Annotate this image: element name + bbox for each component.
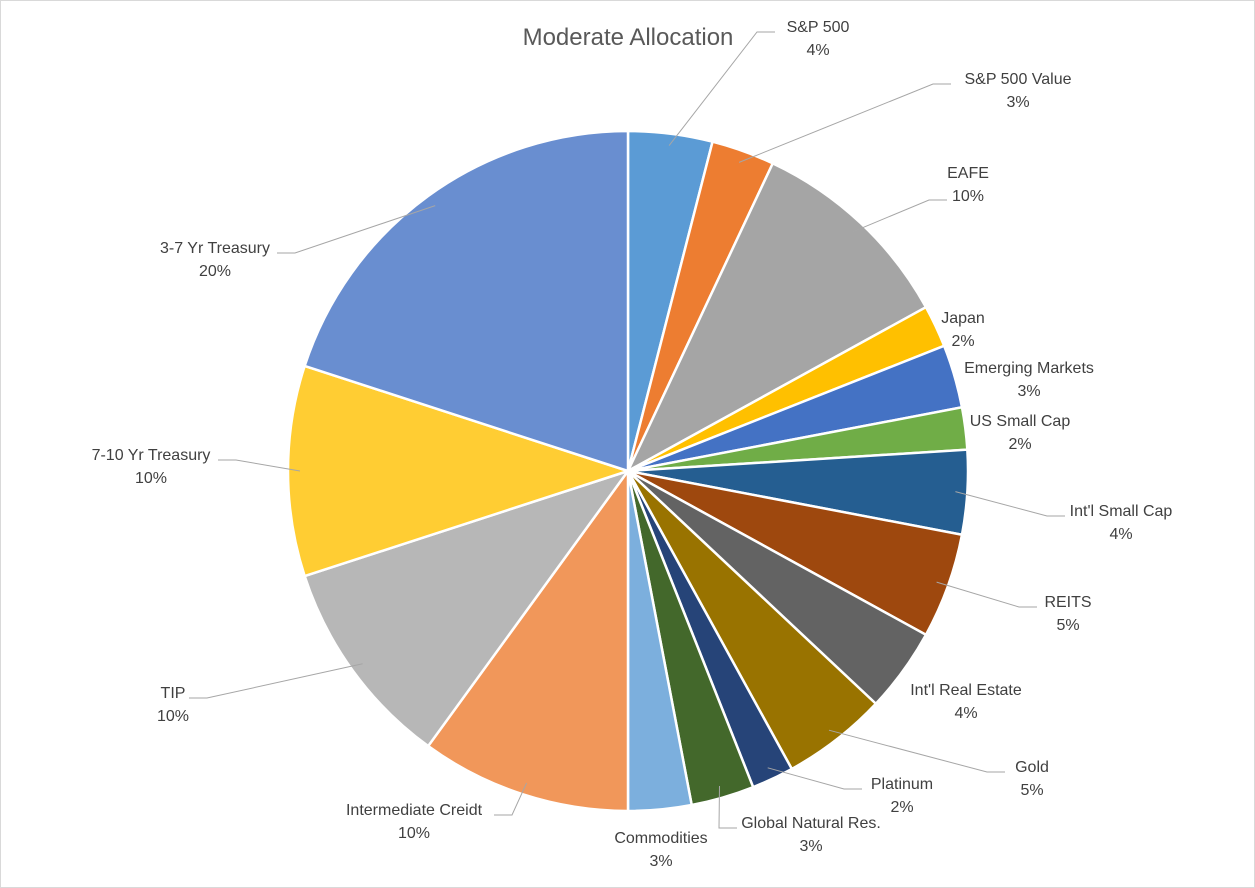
slice-name-label: REITS	[1044, 594, 1091, 611]
slice-name-label: Japan	[941, 310, 985, 327]
slice-name-label: Gold	[1015, 759, 1049, 776]
pie-slice-eafe	[625, 161, 928, 474]
slice-name-label: S&P 500	[787, 19, 850, 36]
data-labels: S&P 500 4% S&P 500 Value 3% EAFE 10% Japan 2% Em…	[92, 19, 1173, 870]
slice-value-label: 2%	[890, 799, 913, 816]
pie-slice-7-10-yr-treasury	[286, 364, 633, 578]
slice-value-label: 2%	[1008, 436, 1031, 453]
slice-name-label: Int'l Real Estate	[910, 682, 1022, 699]
slice-name-label: Int'l Small Cap	[1070, 503, 1173, 520]
slice-name-label: Global Natural Res.	[741, 815, 881, 832]
slice-name-label: Intermediate Creidt	[346, 802, 483, 819]
leader-line	[852, 199, 947, 233]
slice-value-label: 2%	[951, 333, 974, 350]
slice-value-label: 4%	[1109, 526, 1132, 543]
slice-value-label: 3%	[1006, 94, 1029, 111]
pie-slice-intermediate-creidt	[426, 467, 630, 813]
slice-value-label: 3%	[799, 838, 822, 855]
pie-slice-3-7-yr-treasury	[303, 129, 630, 473]
leader-line	[767, 767, 862, 790]
slice-name-label: EAFE	[947, 165, 989, 182]
slice-value-label: 20%	[199, 263, 231, 280]
leader-line	[218, 459, 301, 472]
leader-line	[189, 663, 363, 699]
leader-line	[738, 83, 951, 163]
slice-name-label: Platinum	[871, 776, 933, 793]
slice-value-label: 3%	[1017, 383, 1040, 400]
slice-value-label: 10%	[135, 470, 167, 487]
leader-line	[277, 205, 436, 254]
slice-value-label: 5%	[1056, 617, 1079, 634]
leader-line	[936, 581, 1037, 608]
chart-title: Moderate Allocation	[523, 24, 734, 51]
pie-slices	[286, 129, 970, 813]
leader-line	[494, 782, 528, 816]
slice-name-label: S&P 500 Value	[964, 71, 1071, 88]
leader-line	[668, 31, 775, 146]
slice-value-label: 5%	[1020, 782, 1043, 799]
leader-line	[718, 785, 737, 829]
slice-value-label: 4%	[954, 705, 977, 722]
leader-lines	[189, 31, 1065, 829]
slice-value-label: 10%	[952, 188, 984, 205]
slice-value-label: 3%	[649, 853, 672, 870]
slice-value-label: 4%	[806, 42, 829, 59]
slice-name-label: 3-7 Yr Treasury	[160, 240, 270, 257]
slice-name-label: TIP	[161, 685, 186, 702]
slice-name-label: Commodities	[614, 830, 707, 847]
leader-line	[828, 729, 1005, 773]
slice-name-label: Emerging Markets	[964, 360, 1094, 377]
leader-line	[955, 491, 1065, 517]
slice-name-label: 7-10 Yr Treasury	[92, 447, 211, 464]
slice-value-label: 10%	[398, 825, 430, 842]
slice-name-label: US Small Cap	[970, 413, 1071, 430]
pie-slice-tip	[303, 468, 632, 748]
slice-value-label: 10%	[157, 708, 189, 725]
